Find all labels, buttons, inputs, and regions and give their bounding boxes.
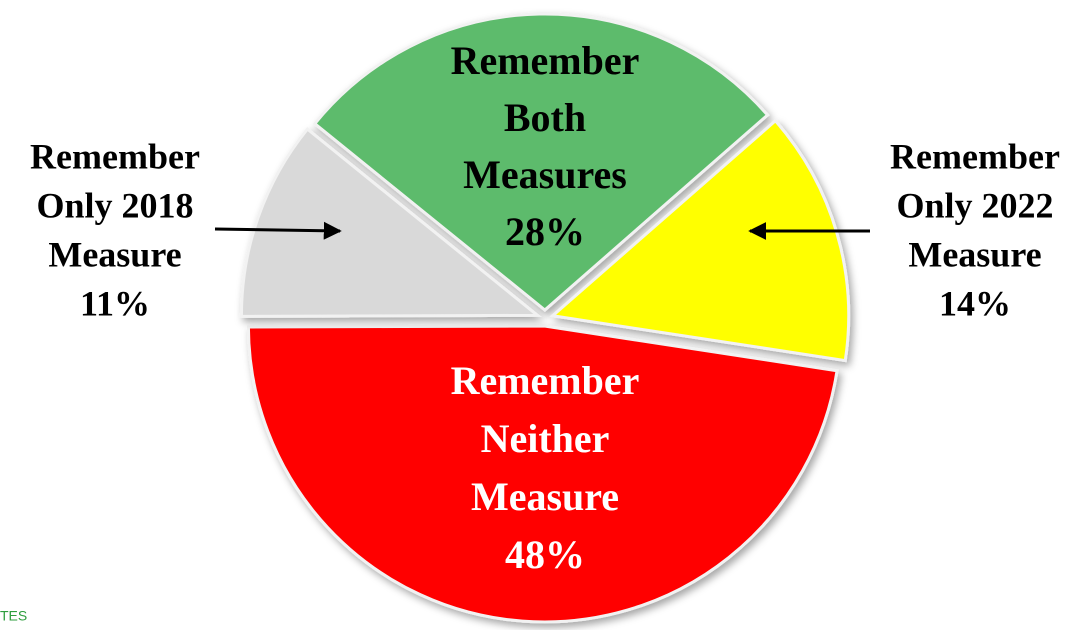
value-label: 48% <box>505 532 585 577</box>
slice-label: Only 2022 <box>896 185 1053 225</box>
slice-label: Neither <box>481 416 610 461</box>
slice-label: Measure <box>48 234 181 274</box>
slice-label: Measures <box>463 152 627 197</box>
slices <box>239 12 851 624</box>
slice-label: Remember <box>890 136 1060 176</box>
pie-slice <box>239 126 542 318</box>
footnote: TES <box>0 608 27 624</box>
value-label: 14% <box>939 283 1011 323</box>
pie-slice <box>246 324 839 624</box>
slice-label: Remember <box>30 136 200 176</box>
labels: Remember Both Measures 28% Remember Only 2022… <box>30 38 1060 577</box>
value-label: 28% <box>505 209 585 254</box>
pie-slice <box>549 118 851 363</box>
slice-label: Remember <box>451 38 640 83</box>
slice-label: Both <box>504 95 586 140</box>
slice-label: Remember <box>451 358 640 403</box>
slice-label: Measure <box>908 234 1041 274</box>
pie-slice <box>312 12 770 312</box>
arrow <box>214 221 342 240</box>
slice-label: Only 2018 <box>36 185 193 225</box>
slice-label: Measure <box>471 474 619 519</box>
value-label: 11% <box>80 283 150 323</box>
